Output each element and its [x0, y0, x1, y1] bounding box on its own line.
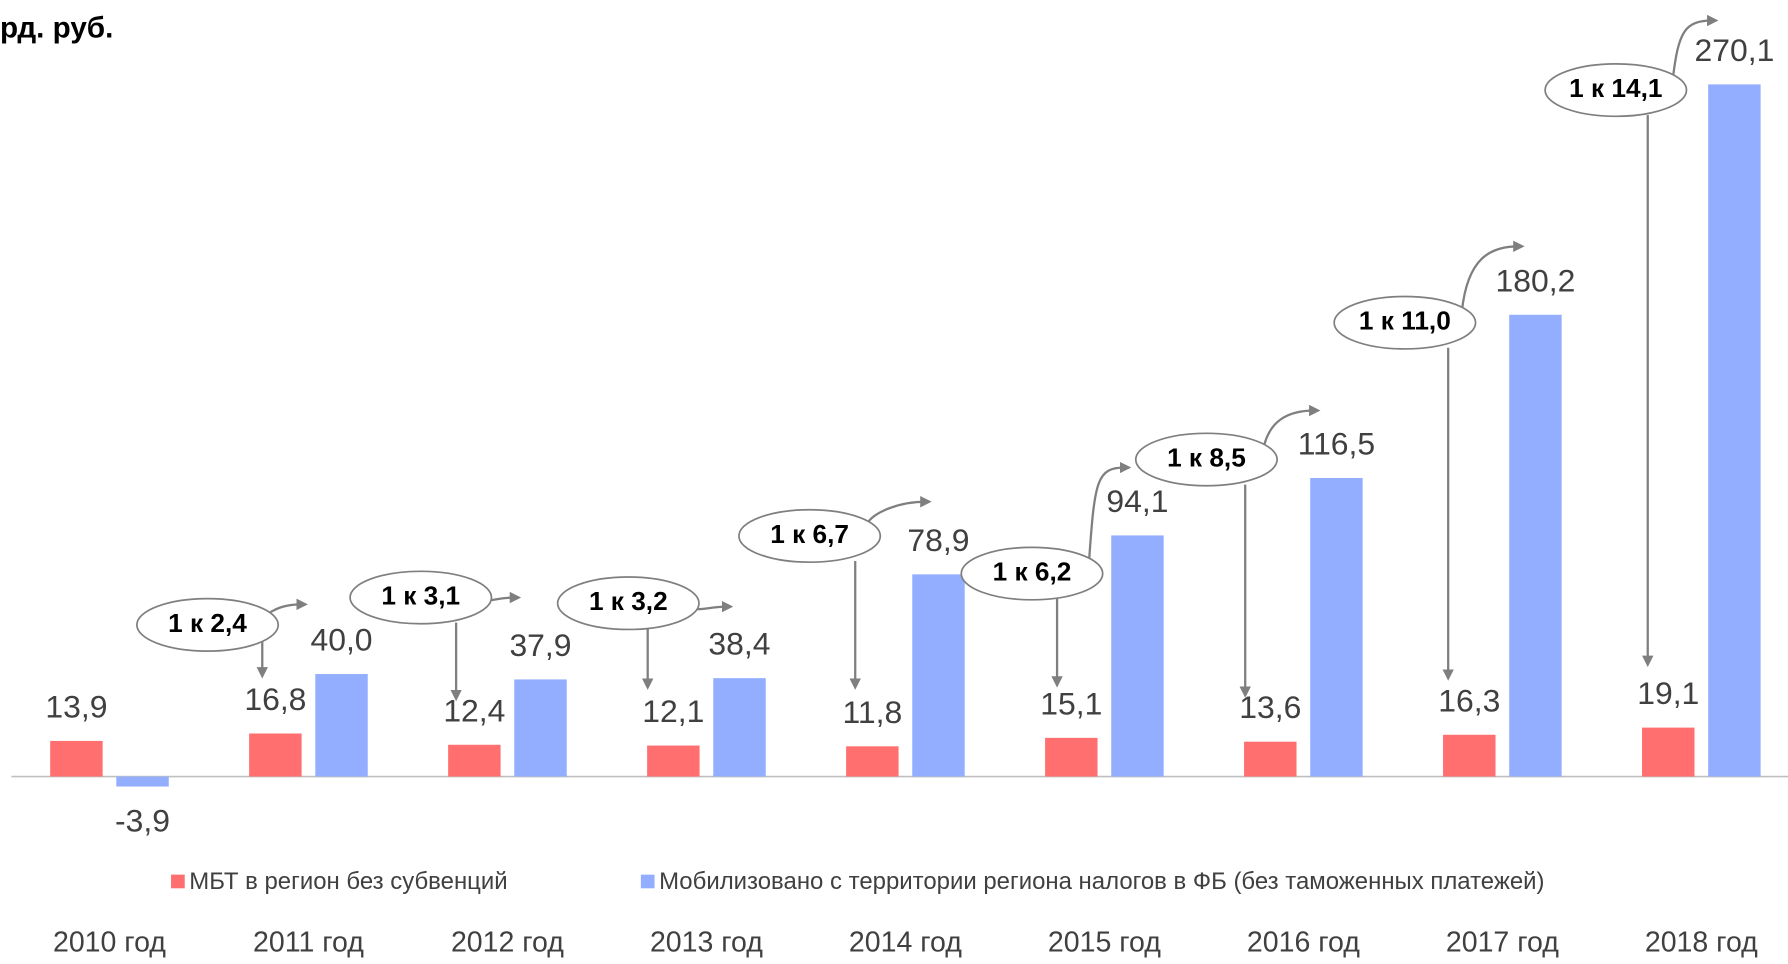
x-tick-label: 2016 год [1247, 927, 1360, 959]
bar [647, 745, 700, 777]
bar [448, 744, 501, 777]
arrow [1087, 461, 1132, 563]
legend-swatch [640, 874, 655, 889]
data-label: 16,3 [1438, 682, 1500, 718]
bar [50, 740, 103, 777]
data-label: 270,1 [1694, 32, 1774, 68]
bar [1708, 84, 1761, 777]
data-label: 116,5 [1298, 426, 1375, 462]
data-label: 15,1 [1040, 685, 1102, 721]
arrow [1671, 14, 1719, 79]
arrow [1262, 404, 1321, 449]
annotation-bubble [1333, 295, 1477, 350]
x-tick-label: 2017 год [1446, 927, 1559, 959]
data-label: 13,6 [1239, 689, 1301, 725]
data-label: 94,1 [1106, 483, 1168, 519]
bar [116, 776, 169, 787]
annotation: 1 к 3,2 [589, 586, 668, 616]
legend-label: Мобилизовано с территории региона налого… [659, 868, 1544, 895]
bar [1310, 478, 1363, 777]
data-label: 13,9 [45, 688, 107, 724]
annotation: 1 к 3,1 [381, 580, 460, 610]
annotation: 1 к 14,1 [1569, 73, 1662, 103]
bar [315, 674, 368, 777]
x-tick-label: 2011 год [253, 927, 364, 959]
annotation: 1 к 2,4 [168, 608, 247, 638]
annotation: 1 к 11,0 [1359, 306, 1451, 336]
data-label: 38,4 [708, 626, 770, 662]
x-tick-label: 2012 год [451, 927, 564, 959]
bar [846, 746, 899, 777]
bar [1244, 741, 1297, 777]
data-label: -3,9 [115, 802, 170, 838]
x-tick-label: 2018 год [1645, 927, 1758, 959]
data-label: 16,8 [244, 681, 306, 717]
legend-swatch [171, 874, 185, 889]
bar [514, 679, 567, 777]
bar [912, 574, 965, 777]
annotation: 1 к 6,7 [770, 519, 849, 549]
data-label: 180,2 [1496, 262, 1576, 298]
bar [249, 733, 302, 777]
bar [1443, 734, 1496, 777]
chart-title: рд. руб. [0, 11, 113, 44]
x-tick-label: 2013 год [650, 927, 763, 959]
data-label: 11,8 [842, 694, 902, 730]
annotation: 1 к 6,2 [993, 556, 1072, 586]
data-label: 40,0 [310, 622, 372, 658]
bar [1642, 727, 1695, 777]
x-tick-label: 2014 год [849, 927, 962, 959]
data-label: 37,9 [509, 627, 571, 663]
annotation-bubble [135, 597, 280, 652]
data-label: 19,1 [1637, 675, 1699, 711]
data-label: 78,9 [907, 522, 969, 558]
data-label: 12,1 [642, 693, 704, 729]
x-tick-label: 2015 год [1048, 927, 1161, 959]
legend-label: МБТ в регион без субвенций [189, 868, 507, 895]
annotation-bubble [1134, 432, 1278, 487]
annotation-bubble [556, 576, 700, 631]
annotation-bubble [960, 546, 1104, 601]
bar [1045, 737, 1098, 777]
bar [1111, 535, 1164, 777]
annotation: 1 к 8,5 [1167, 442, 1246, 472]
arrow [1460, 240, 1525, 312]
bar [713, 678, 766, 777]
data-label: 12,4 [443, 692, 505, 728]
annotation-bubble [349, 570, 493, 625]
x-tick-label: 2010 год [53, 927, 166, 959]
bar [1509, 314, 1562, 777]
annotation-bubble [738, 508, 882, 564]
annotation-bubble [1544, 63, 1688, 118]
